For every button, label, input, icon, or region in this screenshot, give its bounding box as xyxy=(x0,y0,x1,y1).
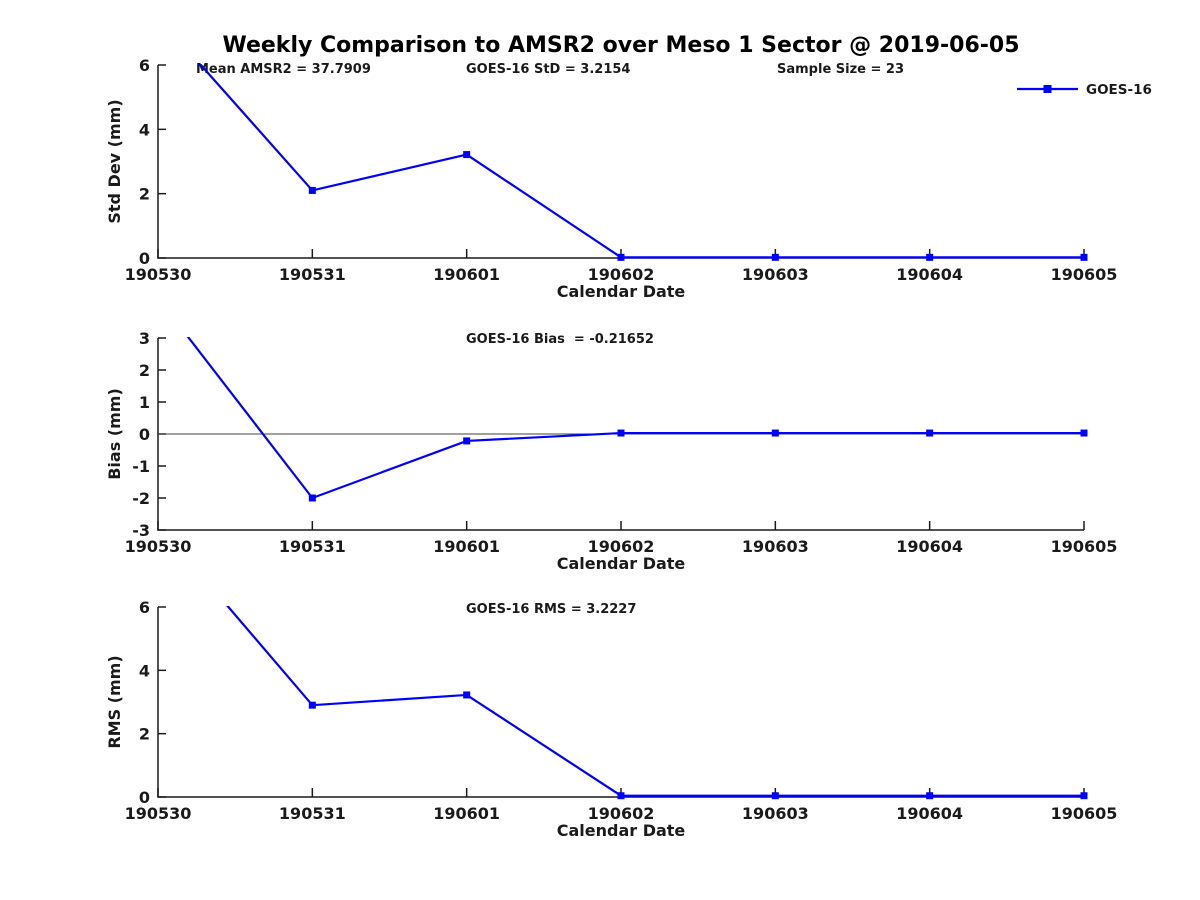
y-tick-label: 4 xyxy=(139,661,150,680)
series-marker xyxy=(308,494,316,502)
x-tick-label: 190602 xyxy=(588,537,655,556)
axis-line xyxy=(157,65,1084,259)
series-marker xyxy=(926,253,934,261)
x-tick-label: 190530 xyxy=(125,804,192,823)
x-axis-title: Calendar Date xyxy=(557,821,686,840)
y-axis-title: Std Dev (mm) xyxy=(105,99,124,223)
series-marker xyxy=(1080,429,1088,437)
x-tick-label: 190531 xyxy=(279,265,346,284)
axis-line xyxy=(157,607,1084,798)
y-tick-label: 2 xyxy=(139,361,150,380)
series-marker xyxy=(308,186,316,194)
series-marker xyxy=(463,691,471,699)
series-marker xyxy=(771,429,779,437)
annotation-text: GOES-16 Bias = -0.21652 xyxy=(466,332,654,347)
y-axis-title: Bias (mm) xyxy=(105,388,124,480)
x-tick-label: 190603 xyxy=(742,537,809,556)
y-tick-label: 3 xyxy=(139,329,150,348)
x-tick-label: 190604 xyxy=(896,265,963,284)
y-tick-label: 6 xyxy=(139,598,150,617)
x-tick-label: 190601 xyxy=(433,537,500,556)
series-marker xyxy=(617,429,625,437)
y-tick-label: 6 xyxy=(139,56,150,75)
series-marker xyxy=(463,437,471,445)
x-tick-label: 190604 xyxy=(896,537,963,556)
x-tick-label: 190531 xyxy=(279,804,346,823)
y-axis-title: RMS (mm) xyxy=(105,655,124,748)
x-axis-title: Calendar Date xyxy=(557,282,686,301)
x-axis-title: Calendar Date xyxy=(557,554,686,573)
x-tick-label: 190531 xyxy=(279,537,346,556)
x-tick-label: 190603 xyxy=(742,804,809,823)
legend-label: GOES-16 xyxy=(1086,82,1152,98)
x-tick-label: 190604 xyxy=(896,804,963,823)
y-tick-label: -2 xyxy=(132,489,150,508)
x-tick-label: 190605 xyxy=(1051,265,1118,284)
x-tick-label: 190603 xyxy=(742,265,809,284)
x-tick-label: 190530 xyxy=(125,537,192,556)
legend-marker xyxy=(1043,85,1052,93)
series-marker xyxy=(1080,253,1088,261)
y-tick-label: 1 xyxy=(139,393,150,412)
y-tick-label: 0 xyxy=(139,249,150,268)
series-marker xyxy=(617,253,625,261)
y-tick-label: 0 xyxy=(139,425,150,444)
series-marker xyxy=(926,792,934,800)
annotation-text: GOES-16 RMS = 3.2227 xyxy=(466,602,636,617)
y-tick-label: 2 xyxy=(139,725,150,744)
x-tick-label: 190601 xyxy=(433,804,500,823)
series-line xyxy=(198,64,1084,259)
y-tick-label: -3 xyxy=(132,521,150,540)
series-marker xyxy=(617,792,625,800)
chart-title: Weekly Comparison to AMSR2 over Meso 1 S… xyxy=(222,33,1020,58)
series-marker xyxy=(926,429,934,437)
x-tick-label: 190530 xyxy=(125,265,192,284)
y-tick-label: 4 xyxy=(139,120,150,139)
series-line xyxy=(186,337,1084,500)
y-tick-label: 2 xyxy=(139,185,150,204)
annotation-text: Sample Size = 23 xyxy=(777,62,904,77)
y-tick-label: -1 xyxy=(132,457,150,476)
x-tick-label: 190605 xyxy=(1051,537,1118,556)
y-tick-label: 0 xyxy=(139,788,150,807)
series-marker xyxy=(308,701,316,709)
series-marker xyxy=(771,253,779,261)
annotation-text: Mean AMSR2 = 37.7909 xyxy=(196,62,371,77)
series-marker xyxy=(1080,792,1088,800)
x-tick-label: 190602 xyxy=(588,804,655,823)
x-tick-label: 190601 xyxy=(433,265,500,284)
x-tick-label: 190605 xyxy=(1051,804,1118,823)
series-marker xyxy=(463,151,471,159)
x-tick-label: 190602 xyxy=(588,265,655,284)
annotation-text: GOES-16 StD = 3.2154 xyxy=(466,62,630,77)
series-marker xyxy=(771,792,779,800)
